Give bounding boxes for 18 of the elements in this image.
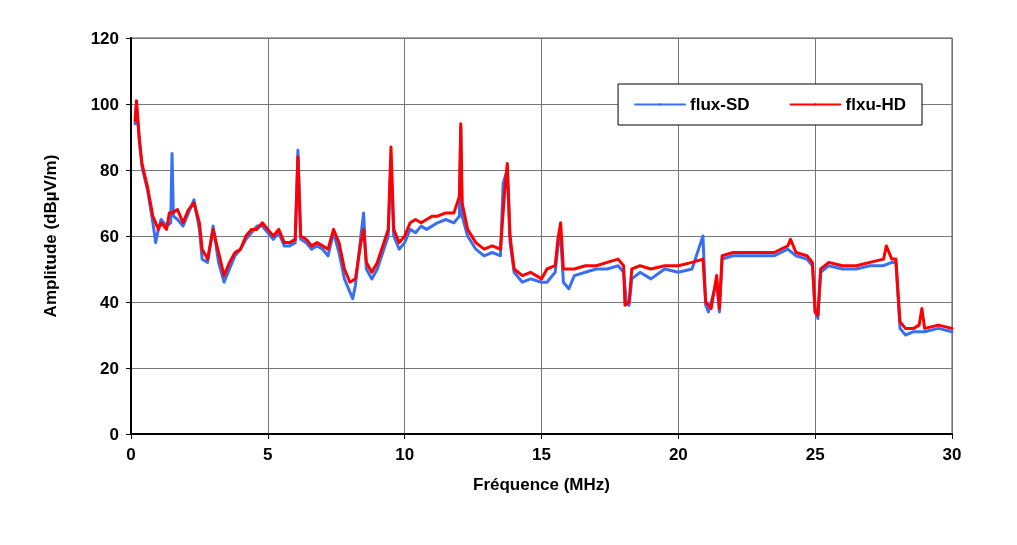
x-tick-label: 30: [942, 445, 962, 464]
y-tick-label: 20: [100, 358, 119, 378]
x-tick-label: 25: [805, 445, 825, 464]
x-tick-label: 15: [532, 445, 551, 464]
y-tick-label: 80: [100, 160, 119, 180]
y-tick-label: 40: [100, 292, 119, 312]
x-tick-label: 20: [668, 445, 688, 464]
legend-label: flux-SD: [690, 95, 750, 114]
y-axis-title: Amplitude (dBµV/m): [41, 154, 60, 318]
y-tick-label: 100: [90, 94, 119, 114]
x-tick-label: 0: [126, 445, 136, 464]
y-tick-label: 0: [109, 424, 119, 444]
legend-label: flxu-HD: [845, 95, 907, 114]
y-tick-label: 120: [90, 28, 119, 48]
x-axis-title: Fréquence (MHz): [473, 475, 610, 494]
y-tick-label: 60: [100, 226, 119, 246]
x-tick-label: 10: [395, 445, 415, 464]
x-tick-label: 5: [263, 445, 273, 464]
